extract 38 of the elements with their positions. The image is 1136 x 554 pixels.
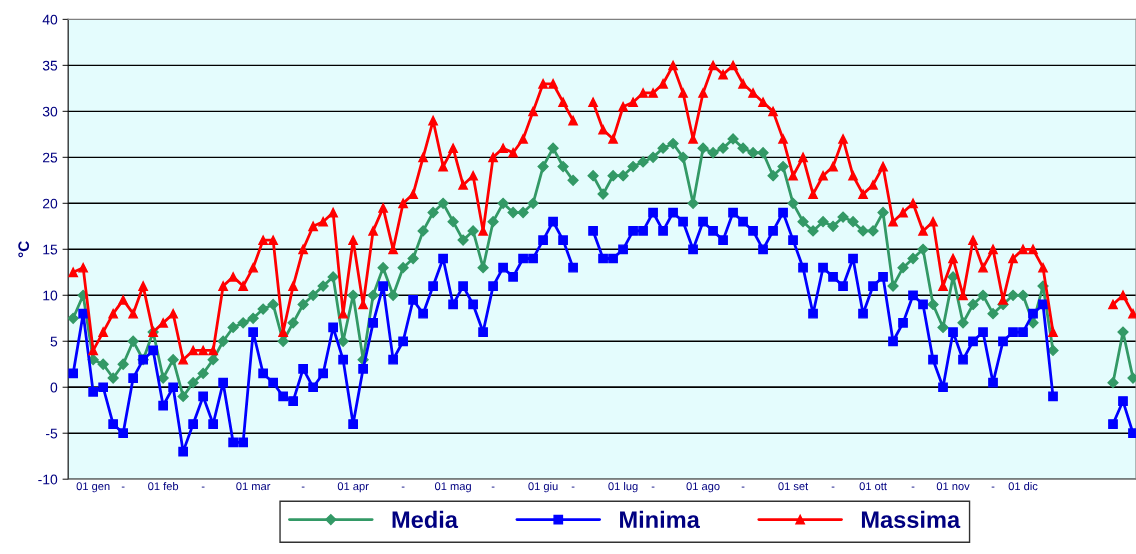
y-tick-label: 10 [43,290,58,301]
x-tick-label: 01 giu [528,481,558,493]
legend-label: Media [392,510,459,529]
y-axis-title: °C [18,241,30,258]
x-tick-label: 01 dic [1008,481,1038,491]
x-tick-label: 01 mag [435,482,471,493]
y-tick-label: -5 [46,428,58,439]
x-tick-label: 01 ott [859,482,887,491]
y-tick-label: 5 [50,336,58,347]
legend-label: Minima [620,510,700,529]
x-tick-label: - [831,486,835,488]
x-tick-label: 01 mar [236,482,271,491]
x-tick-label: - [911,486,915,488]
y-tick-label: 15 [43,244,58,255]
y-tick-label: -10 [38,474,58,485]
x-tick-label: - [201,486,205,488]
x-tick-label: - [121,486,125,488]
y-tick-label: 25 [43,152,58,163]
x-tick-label: - [301,486,305,488]
x-tick-label: - [571,486,575,488]
x-tick-label: 01 apr [337,482,369,493]
y-tick-label: 0 [50,382,58,393]
y-tick-label: 40 [42,14,58,25]
x-tick-label: - [741,486,745,488]
y-tick-label: 30 [42,106,58,117]
x-tick-label: - [651,486,655,488]
x-tick-label: 01 set [778,482,809,491]
x-tick-label: 01 lug [608,481,638,493]
y-tick-label: 35 [42,60,58,71]
legend-label: Massima [861,510,961,529]
x-tick-label: 01 feb [148,481,179,491]
x-tick-label: - [991,486,995,488]
x-tick-label: 01 nov [936,482,970,491]
x-tick-label: 01 gen [76,482,110,493]
y-tick-label: 20 [43,198,58,209]
x-tick-label: 01 ago [686,482,720,493]
x-tick-label: - [401,486,405,488]
x-tick-label: - [491,486,495,488]
